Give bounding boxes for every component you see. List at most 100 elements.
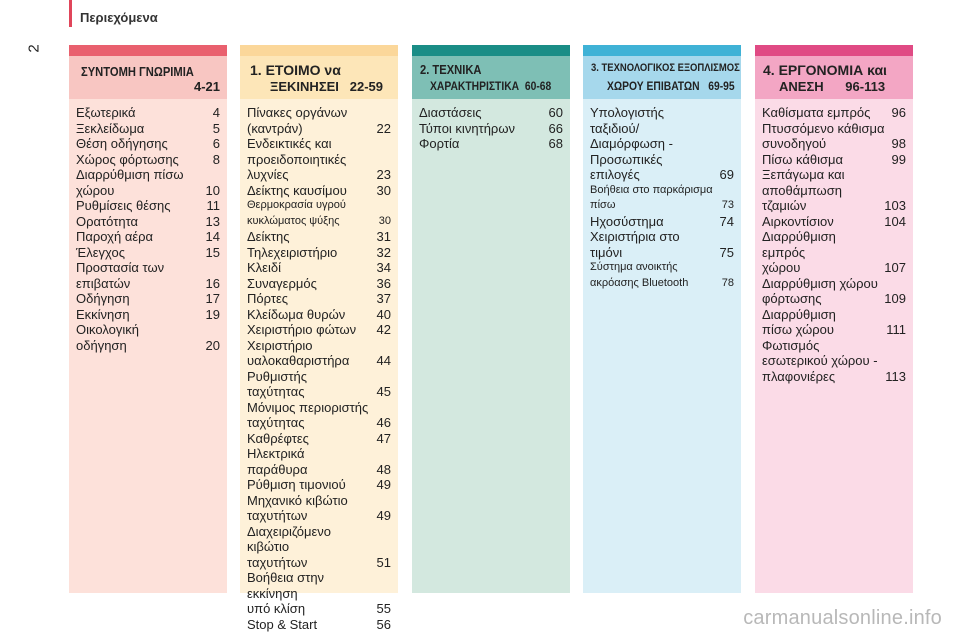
toc-entry-label: Καθίσματα εμπρός <box>762 105 871 120</box>
toc-entry-page: 109 <box>884 291 906 306</box>
toc-entry[interactable]: Βοήθεια στην εκκίνηση υπό κλίση 55 <box>247 570 391 617</box>
toc-entry[interactable]: Κλείδωμα θυρών 40 <box>247 307 391 323</box>
toc-entry[interactable]: Πόρτες 37 <box>247 291 391 307</box>
toc-entry-label: Τύποι κινητήρων <box>419 120 515 136</box>
section-heading[interactable]: 1. ΕΤΟΙΜΟ να ΞΕΚΙΝΗΣΕΙ 22-59 <box>240 56 398 99</box>
toc-entry[interactable]: Κλειδί 34 <box>247 260 391 276</box>
toc-entry[interactable]: Ρυθμίσεις θέσης 11 <box>76 198 220 214</box>
toc-entry-page: 5 <box>212 120 220 136</box>
toc-entry-label: Ενδεικτικές και προειδοποιητικές λυχνίες <box>247 136 347 182</box>
toc-entry[interactable]: Τύποι κινητήρων 66 <box>419 121 563 137</box>
toc-entry[interactable]: Ενδεικτικές και προειδοποιητικές λυχνίες… <box>247 136 391 183</box>
toc-entry-page: 31 <box>376 229 391 244</box>
toc-section-5: 4. ΕΡΓΟΝΟΜΙΑ και ΑΝΕΣΗ 96-113 Καθίσματα εμ… <box>755 45 913 593</box>
toc-entry[interactable]: Οικολογική οδήγηση 20 <box>76 322 220 353</box>
toc-entry[interactable]: Διαχειριζόμενο κιβώτιο ταχυτήτων 51 <box>247 524 391 571</box>
section-heading-line1: 1. ΕΤΟΙΜΟ να <box>250 62 341 78</box>
section-heading-line2: 4-21 <box>193 79 220 94</box>
toc-entry[interactable]: Ξεκλείδωμα 5 <box>76 121 220 137</box>
section-color-strip <box>755 45 913 56</box>
toc-entry-page: 98 <box>891 136 906 151</box>
toc-entry[interactable]: Πίνακες οργάνων (καντράν) 22 <box>247 105 391 136</box>
toc-entry[interactable]: Διαρρύθμιση χώρου φόρτωσης 109 <box>762 276 906 307</box>
toc-entry[interactable]: Εξωτερικά 4 <box>76 105 220 121</box>
toc-entry[interactable]: Προστασία των επιβατών 16 <box>76 260 220 291</box>
toc-entry[interactable]: Ξεπάγωμα και αποθάμπωση τζαμιών 103 <box>762 167 906 214</box>
toc-entry[interactable]: Εκκίνηση 19 <box>76 307 220 323</box>
toc-entry[interactable]: Διαρρύθμιση πίσω χώρου 10 <box>76 167 220 198</box>
section-heading[interactable]: 2. ΤΕΧΝΙΚΑ ΧΑΡΑΚΤΗΡΙΣΤΙΚΑ 60-68 <box>412 56 570 99</box>
toc-entry[interactable]: Φωτισμός εσωτερικού χώρου - πλαφονιέρες 1… <box>762 338 906 385</box>
section-entries: Διαστάσεις 60 Τύποι κινητήρων 66 Φορτία 68 <box>412 99 570 593</box>
toc-entry-label: Διαρρύθμιση χώρου φόρτωσης <box>762 275 878 307</box>
toc-entry-label: Αιρκοντίσιον <box>762 213 834 229</box>
toc-entry-label: Μόνιμος περιοριστής ταχύτητας <box>247 399 369 431</box>
toc-entry[interactable]: Χώρος φόρτωσης 8 <box>76 152 220 168</box>
toc-entry[interactable]: Χειριστήρια στο τιμόνι 75 <box>590 229 734 260</box>
toc-entry-page: 6 <box>212 136 220 151</box>
toc-entry-label: Κλείδωμα θυρών <box>247 306 346 322</box>
toc-entry[interactable]: Διαστάσεις 60 <box>419 105 563 121</box>
toc-entry[interactable]: Ορατότητα 13 <box>76 214 220 230</box>
section-heading[interactable]: 4. ΕΡΓΟΝΟΜΙΑ και ΑΝΕΣΗ 96-113 <box>755 56 913 99</box>
toc-entry-label: Καθρέφτες <box>247 430 309 446</box>
section-heading-line2: ΞΕΚΙΝΗΣΕΙ 22-59 <box>270 79 383 94</box>
toc-entry-page: 111 <box>886 322 906 337</box>
toc-entry-label: Έλεγχος <box>76 244 125 260</box>
toc-entry[interactable]: Θέση οδήγησης 6 <box>76 136 220 152</box>
toc-entry[interactable]: Καθρέφτες 47 <box>247 431 391 447</box>
section-heading[interactable]: 3. ΤΕΧΝΟΛΟΓΙΚΟΣ ΕΞΟΠΛΙΣΜΟΣ ΧΩΡΟΥ ΕΠΙΒΑΤΩΝ… <box>583 56 741 99</box>
toc-entry[interactable]: Ηχοσύστημα 74 <box>590 214 734 230</box>
toc-entry[interactable]: Μόνιμος περιοριστής ταχύτητας 46 <box>247 400 391 431</box>
toc-entry-label: Ρύθμιση τιμονιού <box>247 477 346 492</box>
toc-entry[interactable]: Ηλεκτρικά παράθυρα 48 <box>247 446 391 477</box>
toc-entry[interactable]: Θερμοκρασία υγρού κυκλώματος ψύξης 30 <box>247 198 391 229</box>
toc-entry[interactable]: Πίσω κάθισμα 99 <box>762 152 906 168</box>
toc-entry[interactable]: Συναγερμός 36 <box>247 276 391 292</box>
toc-entry-page: 14 <box>205 229 220 244</box>
section-heading[interactable]: ΣΥΝΤΟΜΗ ΓΝΩΡΙΜΙΑ 4-21 <box>69 56 227 99</box>
toc-entry[interactable]: Παροχή αέρα 14 <box>76 229 220 245</box>
toc-entry[interactable]: Πτυσσόμενο κάθισμα συνοδηγού 98 <box>762 121 906 152</box>
toc-entry-page: 15 <box>205 244 220 260</box>
toc-entry-page: 47 <box>376 430 391 446</box>
toc-entry[interactable]: Τηλεχειριστήριο 32 <box>247 245 391 261</box>
toc-entry-page: 20 <box>205 337 220 353</box>
toc-entry-page: 56 <box>376 616 391 632</box>
section-heading-line1: 2. ΤΕΧΝΙΚΑ <box>420 62 482 77</box>
toc-entry[interactable]: Ρυθμιστής ταχύτητας 45 <box>247 369 391 400</box>
toc-entry-label: Διαρρύθμιση πίσω χώρου <box>762 306 836 338</box>
toc-entry[interactable]: Δείκτης καυσίμου 30 <box>247 183 391 199</box>
toc-entry[interactable]: Έλεγχος 15 <box>76 245 220 261</box>
toc-entry[interactable]: Καθίσματα εμπρός 96 <box>762 105 906 121</box>
toc-entry[interactable]: Σύστημα ανοικτής ακρόασης Bluetooth 78 <box>590 260 734 291</box>
toc-entry-page: 113 <box>885 368 906 384</box>
toc-entry[interactable]: Διαρρύθμιση εμπρός χώρου 107 <box>762 229 906 276</box>
toc-entry[interactable]: Βοήθεια στο παρκάρισμα πίσω 73 <box>590 183 734 214</box>
section-heading-line1: ΣΥΝΤΟΜΗ ΓΝΩΡΙΜΙΑ <box>81 64 194 79</box>
toc-entry-label: Διαστάσεις <box>419 105 482 120</box>
toc-entry[interactable]: Φορτία 68 <box>419 136 563 152</box>
toc-entry-label: Θέση οδήγησης <box>76 136 168 151</box>
toc-entry-label: Ξεκλείδωμα <box>76 120 145 136</box>
toc-entry-page: 104 <box>884 213 906 229</box>
section-heading-line2: ΧΑΡΑΚΤΗΡΙΣΤΙΚΑ 60-68 <box>430 79 552 93</box>
toc-entry-label: Βοήθεια στην εκκίνηση υπό κλίση <box>247 570 325 616</box>
toc-entry[interactable]: Χειριστήριο φώτων 42 <box>247 322 391 338</box>
toc-entry-page: 103 <box>884 198 906 213</box>
toc-entry[interactable]: Διαρρύθμιση πίσω χώρου 111 <box>762 307 906 338</box>
toc-entry[interactable]: Υπολογιστής ταξιδιού/ Διαμόρφωση - Προσω… <box>590 105 734 183</box>
toc-entry-page: 78 <box>721 276 734 289</box>
toc-entry[interactable]: Αιρκοντίσιον 104 <box>762 214 906 230</box>
toc-entry-label: Διαχειριζόμενο κιβώτιο ταχυτήτων <box>247 523 331 570</box>
page-title: Περιεχόμενα <box>80 10 158 25</box>
toc-entry[interactable]: Μηχανικό κιβώτιο ταχυτήτων 49 <box>247 493 391 524</box>
toc-entry-label: Ρυθμιστής ταχύτητας <box>247 368 308 400</box>
toc-entry[interactable]: Ρύθμιση τιμονιού 49 <box>247 477 391 493</box>
section-entries: Πίνακες οργάνων (καντράν) 22 Ενδεικτικές κ… <box>240 99 398 632</box>
toc-entry[interactable]: Stop & Start 56 <box>247 617 391 633</box>
toc-entry-label: Πίνακες οργάνων (καντράν) <box>247 105 348 136</box>
toc-entry[interactable]: Χειριστήριο υαλοκαθαριστήρα 44 <box>247 338 391 369</box>
toc-entry[interactable]: Δείκτης 31 <box>247 229 391 245</box>
toc-entry[interactable]: Οδήγηση 17 <box>76 291 220 307</box>
